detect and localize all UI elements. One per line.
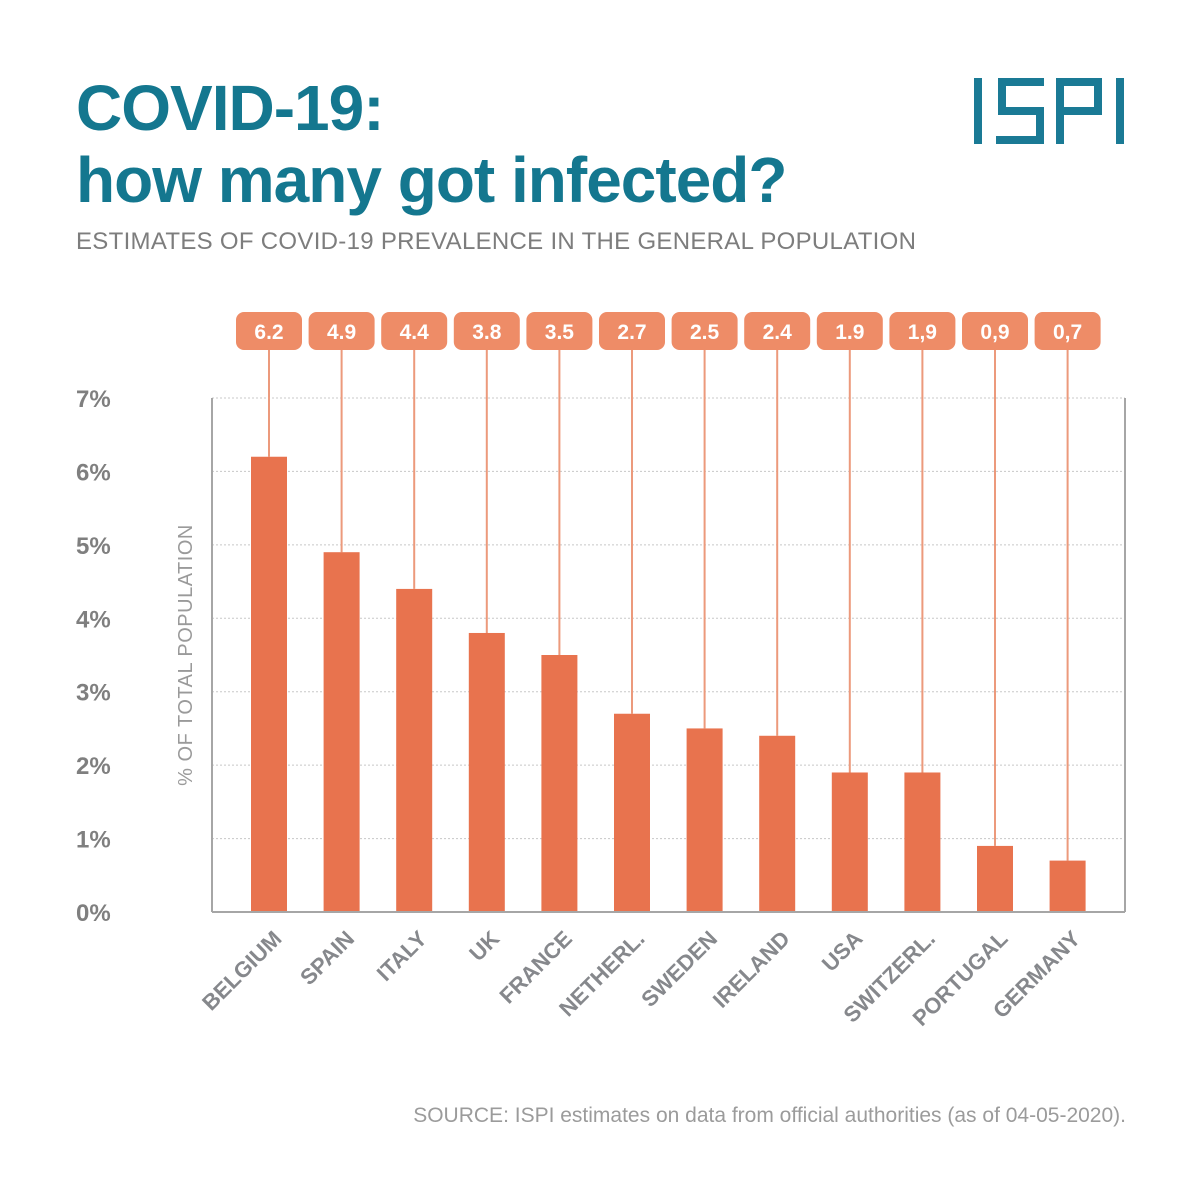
- value-label: 0,9: [980, 321, 1009, 344]
- title-line-2: how many got infected?: [76, 144, 787, 216]
- value-label-box: [236, 312, 302, 350]
- y-tick-label: 0%: [76, 900, 111, 927]
- value-label: 3.8: [472, 321, 502, 344]
- logo-letter-i2: [1116, 78, 1124, 144]
- value-label: 4.9: [327, 321, 356, 344]
- x-tick-label: USA: [817, 926, 868, 977]
- value-label: 2.4: [763, 321, 793, 344]
- bar: [759, 735, 796, 912]
- bar: [541, 655, 578, 912]
- x-tick-label: IRELAND: [708, 926, 795, 1013]
- x-tick-label: BELGIUM: [197, 926, 286, 1015]
- y-tick-label: 7%: [76, 386, 111, 413]
- chart-subtitle: ESTIMATES OF COVID-19 PREVALENCE IN THE …: [76, 228, 917, 255]
- value-label-box: [599, 312, 665, 350]
- value-labels: 6.2 4.9 4.4 3.8 3.5 2.7 2.5 2.4 1.9 1,9 0,9 0,7: [236, 312, 1101, 350]
- bar: [977, 845, 1013, 912]
- y-tick-label: 1%: [76, 827, 111, 854]
- chart-title: COVID-19: how many got infected?: [76, 72, 787, 216]
- value-label-box: [308, 312, 375, 350]
- logo-letter-i: [974, 78, 982, 144]
- value-label-box: [962, 312, 1028, 350]
- bar: [614, 713, 650, 912]
- y-tick-label: 6%: [76, 459, 111, 486]
- axes: [211, 398, 1126, 913]
- gridlines: [212, 397, 1125, 840]
- logo-letter-p: [1056, 78, 1102, 144]
- y-tick-label: 3%: [76, 680, 111, 707]
- value-label: 3.5: [545, 321, 575, 344]
- value-label: 2.7: [617, 321, 646, 344]
- value-label: 2.5: [690, 321, 720, 344]
- value-label-box: [816, 312, 883, 350]
- title-line-1: COVID-19:: [76, 72, 384, 144]
- y-tick-label: 5%: [76, 533, 111, 560]
- value-label-box: [381, 312, 448, 350]
- value-label-box: [1034, 312, 1101, 350]
- y-axis-ticks: 0% 1% 2% 3% 4% 5% 6% 7%: [76, 386, 111, 927]
- value-label: 4.4: [400, 321, 430, 344]
- value-label: 6.2: [254, 321, 283, 344]
- value-label-box: [744, 312, 811, 350]
- bar: [468, 632, 505, 912]
- y-axis-label: % OF TOTAL POPULATION: [175, 524, 197, 786]
- y-tick-label: 4%: [76, 606, 111, 633]
- ispi-logo-icon: [974, 78, 1124, 144]
- bar: [251, 456, 287, 912]
- bar: [1049, 860, 1086, 912]
- value-label: 0,7: [1053, 321, 1082, 344]
- x-tick-label: UK: [464, 926, 504, 966]
- bar: [323, 552, 360, 912]
- bar: [686, 728, 723, 912]
- bar: [904, 772, 941, 912]
- x-tick-label: SPAIN: [295, 926, 359, 990]
- value-label: 1.9: [835, 321, 864, 344]
- bar: [831, 772, 868, 912]
- value-label-box: [526, 312, 593, 350]
- value-label: 1,9: [908, 321, 937, 344]
- value-label-box: [453, 312, 520, 350]
- bar: [396, 588, 433, 912]
- value-label-box: [889, 312, 956, 350]
- x-tick-label: SWEDEN: [636, 926, 722, 1012]
- logo-letter-s: [996, 78, 1044, 144]
- leader-lines: [268, 350, 1069, 861]
- y-tick-label: 2%: [76, 753, 111, 780]
- source-note: SOURCE: ISPI estimates on data from offi…: [413, 1104, 1126, 1127]
- x-axis-ticks: BELGIUM SPAIN ITALY UKFRANCENETHERL.SWEDENI…: [197, 926, 1085, 1031]
- bars: [251, 456, 1086, 912]
- value-label-box: [671, 312, 738, 350]
- x-tick-label: ITALY: [372, 926, 432, 986]
